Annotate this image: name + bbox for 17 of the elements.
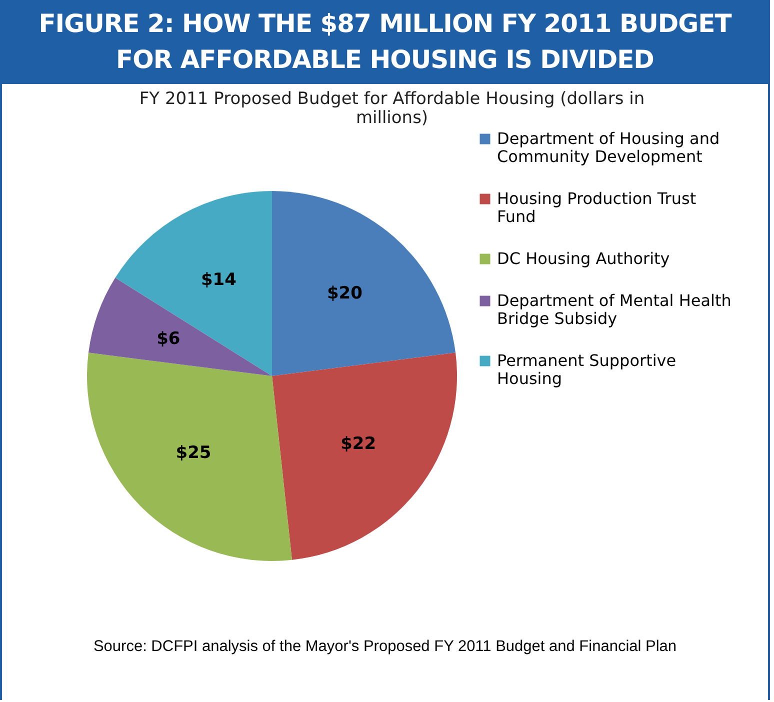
pie-slice <box>272 352 457 560</box>
legend-label: DC Housing Authority <box>497 249 670 268</box>
legend-label: Housing Production Trust Fund <box>497 189 696 226</box>
pie-slice <box>87 352 292 561</box>
source-note: Source: DCFPI analysis of the Mayor's Proposed FY 2011 Budget and Financial Plan <box>92 638 678 656</box>
legend-label: Permanent Supportive Housing <box>497 351 676 388</box>
legend-label: Department of Housing and Community Development <box>497 129 720 166</box>
data-label: $22 <box>340 434 376 454</box>
pie-slice <box>115 191 272 376</box>
data-label: $20 <box>326 283 363 304</box>
chart-title: FIGURE 2: HOW THE $87 MILLION FY 2011 BUDGET FOR AFFORDABLE HOUSING IS DIVIDED <box>2 0 768 84</box>
legend-label: Department of Mental Health Bridge Subsidy <box>497 291 732 328</box>
chart-subtitle: FY 2011 Proposed Budget for Affordable Housing (dollars in millions) <box>139 89 645 128</box>
pie-slice <box>272 191 456 376</box>
data-label: $25 <box>176 443 212 464</box>
data-label: $6 <box>156 329 180 349</box>
data-label: $14 <box>200 270 237 290</box>
